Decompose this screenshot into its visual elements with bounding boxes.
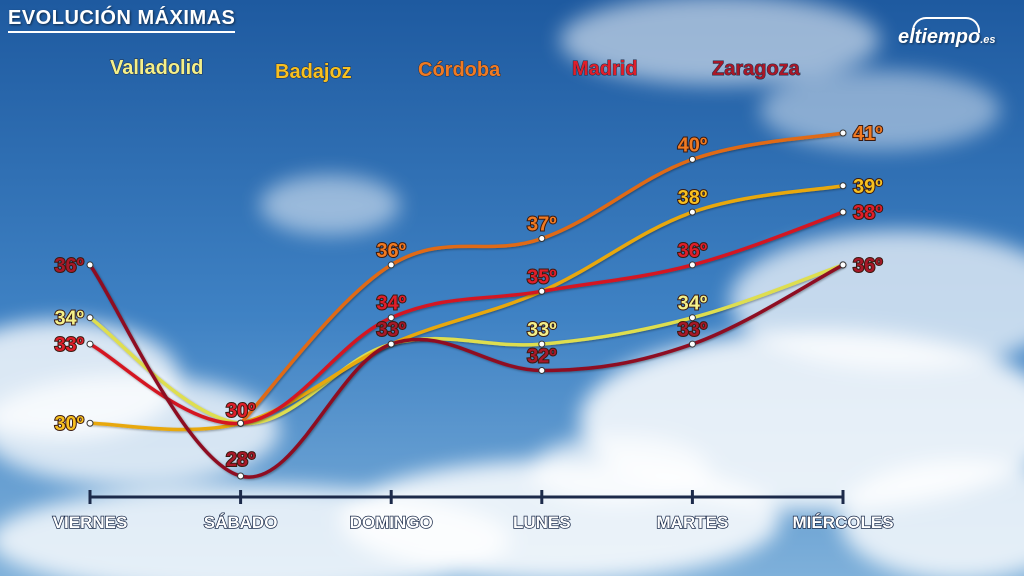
data-point [839,208,847,216]
page-title: EVOLUCIÓN MÁXIMAS [8,6,236,33]
data-label: 35º [527,266,557,288]
legend-entry-badajoz: Badajoz [275,61,352,83]
data-point [839,182,847,190]
legend-entry-valladolid: Valladolid [110,57,203,79]
data-point [839,261,847,269]
data-label: 40º [678,134,708,156]
data-label: 37º [527,214,557,236]
data-label: 38º [853,202,883,224]
data-label: 30º [54,413,84,435]
data-point [237,472,245,480]
data-point [538,287,546,295]
series-line-badajoz [88,184,845,432]
legend-entry-madrid: Madrid [572,58,638,80]
data-label: 41º [853,123,883,145]
data-label: 36º [54,255,84,277]
data-point [688,155,696,163]
data-point [839,129,847,137]
x-tick-label: VIERNES [53,513,128,532]
data-label: 28º [226,449,256,471]
data-point [688,261,696,269]
data-label: 36º [376,240,406,262]
data-point [688,208,696,216]
data-point [387,261,395,269]
data-point [688,340,696,348]
data-label: 39º [853,176,883,198]
data-point [538,340,546,348]
data-label: 38º [678,187,708,209]
data-label: 33º [527,319,557,341]
brand-suffix: .es [980,34,996,46]
data-point [387,314,395,322]
brand-name: eltiempo [898,26,981,48]
x-tick-label: SÁBADO [204,513,278,532]
legend-entry-zaragoza: Zaragoza [712,58,801,80]
data-label: 33º [54,334,84,356]
data-label: 36º [678,240,708,262]
data-point [538,235,546,243]
data-point [86,419,94,427]
data-point [538,366,546,374]
data-point [237,419,245,427]
data-point [86,340,94,348]
data-label: 32º [527,345,557,367]
x-tick-label: DOMINGO [350,513,433,532]
data-point [86,261,94,269]
legend-entry-córdoba: Córdoba [418,59,501,81]
x-tick-label: LUNES [513,513,571,532]
brand-cloud-icon [912,17,980,33]
data-label: 34º [678,293,708,315]
data-label: 33º [376,319,406,341]
x-tick-label: MIÉRCOLES [792,513,893,532]
data-label: 34º [54,308,84,330]
series-line-valladolid [88,263,845,425]
data-point [688,314,696,322]
data-point [387,340,395,348]
series-line-zaragoza [88,263,845,479]
x-tick-label: MARTES [657,513,729,532]
data-label: 33º [678,319,708,341]
data-point [86,314,94,322]
data-label: 36º [853,255,883,277]
brand-logo: eltiempo.es [898,26,996,49]
data-label: 34º [376,293,406,315]
data-label: 30º [226,400,256,422]
series-line-madrid [88,210,845,425]
